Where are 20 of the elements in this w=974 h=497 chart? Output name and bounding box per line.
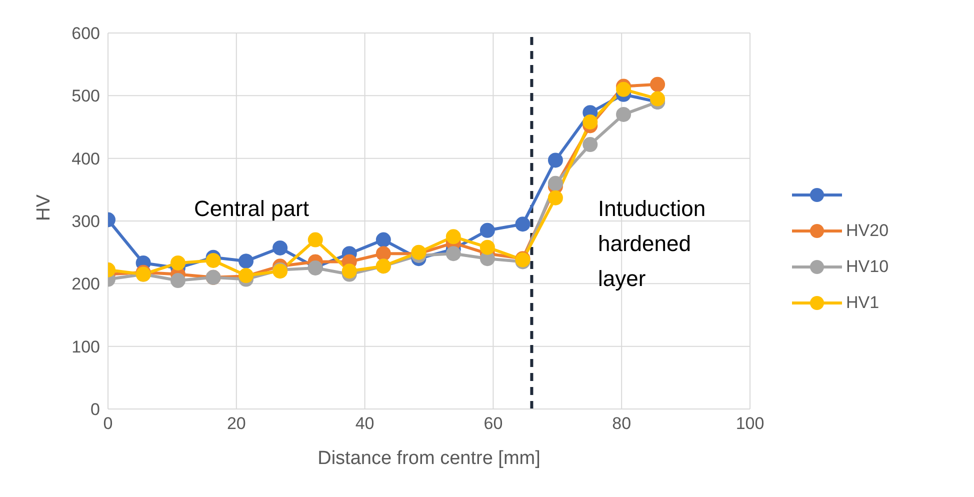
y-tick-label: 100 <box>72 337 100 356</box>
y-tick-label: 200 <box>72 274 100 294</box>
y-tick-label: 400 <box>72 149 100 168</box>
legend-label: HV1 <box>846 292 880 312</box>
y-tick-label: 600 <box>72 24 100 44</box>
x-tick-label: 100 <box>736 414 764 434</box>
y-tick-label: 500 <box>72 86 100 106</box>
x-tick-label: 40 <box>355 414 374 434</box>
x-tick-label: 60 <box>484 414 503 434</box>
annotation: Intuduction hardened layer <box>598 195 706 293</box>
x-axis-title: Distance from centre [mm] <box>318 448 540 469</box>
y-tick-label: 300 <box>72 212 100 232</box>
legend-label: HV10 <box>846 256 890 276</box>
legend-label: HV20 <box>846 220 890 240</box>
y-tick-label: 0 <box>90 400 100 420</box>
x-tick-label: 80 <box>612 414 632 434</box>
y-axis-title: HV <box>34 194 55 221</box>
annotation: Central part <box>194 195 309 223</box>
x-tick-label: 0 <box>103 414 113 434</box>
x-tick-label: 20 <box>226 414 246 434</box>
